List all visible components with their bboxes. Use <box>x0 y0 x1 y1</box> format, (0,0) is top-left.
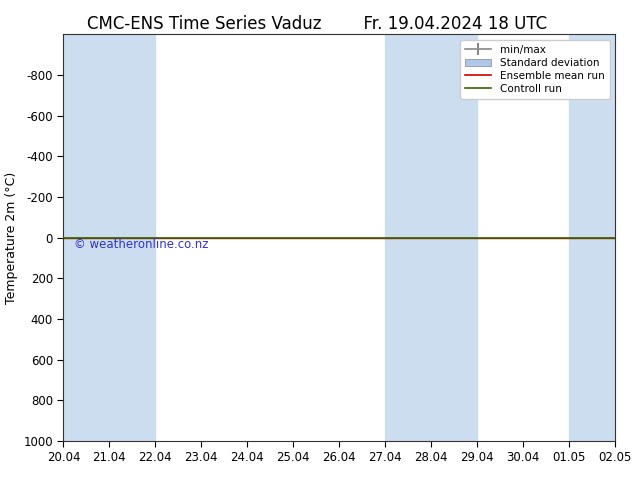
Text: CMC-ENS Time Series Vaduz        Fr. 19.04.2024 18 UTC: CMC-ENS Time Series Vaduz Fr. 19.04.2024… <box>87 15 547 33</box>
Y-axis label: Temperature 2m (°C): Temperature 2m (°C) <box>5 172 18 304</box>
Legend: min/max, Standard deviation, Ensemble mean run, Controll run: min/max, Standard deviation, Ensemble me… <box>460 40 610 99</box>
Bar <box>385 34 477 441</box>
Text: © weatheronline.co.nz: © weatheronline.co.nz <box>74 238 209 251</box>
Bar <box>63 34 155 441</box>
Bar <box>569 34 634 441</box>
